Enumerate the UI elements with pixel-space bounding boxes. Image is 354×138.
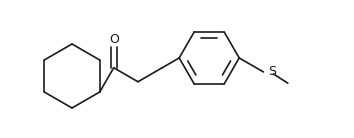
Text: S: S	[268, 65, 276, 78]
Text: O: O	[109, 33, 119, 46]
